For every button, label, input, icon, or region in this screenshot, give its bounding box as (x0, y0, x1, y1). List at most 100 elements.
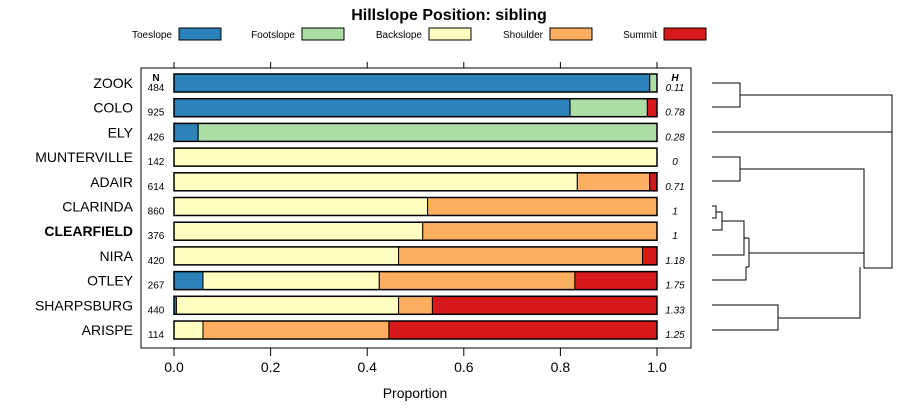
bar-segment-clearfield-shoulder (422, 221, 658, 241)
bar-segment-otley-backslope (202, 271, 380, 291)
n-value-sharpsburg: 440 (148, 305, 165, 316)
bar-outline-munterville (173, 147, 658, 167)
bar-segment-clearfield-backslope (173, 221, 424, 241)
n-value-nira: 420 (148, 256, 165, 267)
dendrogram-branch-9 (740, 168, 865, 253)
dendrogram-branch-6 (712, 266, 749, 281)
bar-outline-nira (173, 246, 658, 266)
h-column-header: H (671, 73, 679, 84)
category-label-colo: COLO (93, 100, 133, 116)
bar-outline-otley (173, 270, 658, 291)
h-value-zook: 0.11 (666, 83, 685, 94)
category-label-sharpsburg: SHARPSBURG (35, 297, 133, 313)
dendrogram-branch-3 (712, 205, 717, 219)
bar-outline-clarinda (173, 196, 658, 217)
legend-swatch-backslope (428, 27, 472, 41)
dendrogram-branch-2 (712, 156, 741, 182)
bar-segment-ely-toeslope (173, 122, 199, 142)
bar-segment-otley-toeslope (173, 271, 204, 291)
x-tick-label-5: 1.0 (647, 359, 667, 375)
bar-segment-sharpsburg-summit (431, 295, 658, 315)
bar-segment-adair-backslope (173, 172, 578, 192)
bar-outline-zook (173, 73, 658, 93)
legend-swatch-shoulder (549, 27, 593, 41)
bar-outline-sharpsburg (173, 295, 658, 316)
category-label-clarinda: CLARINDA (62, 199, 133, 215)
bar-segment-adair-shoulder (576, 172, 651, 192)
chart-title: Hillslope Position: sibling (351, 7, 547, 24)
legend: Toeslope Footslope Backslope Shoulder Summit (132, 27, 707, 41)
dendrogram-branch-12 (712, 304, 779, 331)
bar-outline-ely (173, 122, 658, 143)
legend-label-footslope: Footslope (251, 30, 295, 41)
bar-segment-arispe-shoulder (202, 320, 390, 340)
n-value-adair: 614 (148, 182, 165, 193)
h-value-colo: 0.78 (665, 108, 685, 119)
bar-segment-sharpsburg-shoulder (398, 295, 433, 315)
x-tick-label-1: 0.2 (261, 359, 281, 375)
bar-segment-zook-toeslope (173, 73, 651, 93)
n-value-colo: 925 (148, 108, 165, 119)
h-value-nira: 1.18 (665, 256, 685, 267)
bar-segment-zook-footslope (649, 73, 658, 93)
plot-panel (140, 67, 692, 349)
bar-outline-arispe (173, 320, 658, 340)
h-value-ely: 0.28 (665, 132, 685, 143)
legend-label-summit: Summit (623, 30, 657, 41)
n-value-clearfield: 376 (148, 231, 165, 242)
dendrogram (712, 82, 893, 331)
bar-rows: ZOOK 484 0.11 COLO 925 0.78 ELY 426 0.28 MUNTERVI… (35, 73, 685, 341)
n-value-ely: 426 (148, 132, 165, 143)
h-value-munterville: 0 (672, 157, 678, 168)
bar-segment-otley-shoulder (378, 271, 576, 291)
x-axis: 0.0 0.2 0.4 0.6 0.8 1.0 (164, 62, 667, 375)
bar-segment-sharpsburg-backslope (175, 295, 400, 315)
bar-segment-colo-footslope (569, 98, 648, 118)
category-label-arispe: ARISPE (82, 322, 133, 338)
dendrogram-branch-4 (712, 211, 723, 231)
bar-outline-colo (173, 97, 658, 118)
bar-segment-nira-backslope (173, 246, 400, 266)
dendrogram-branch-13 (778, 267, 861, 319)
bar-segment-clarinda-backslope (173, 197, 429, 216)
bar-outline-clearfield (173, 221, 658, 241)
n-value-zook: 484 (148, 83, 165, 94)
x-tick-label-4: 0.8 (551, 359, 571, 375)
bar-segment-otley-summit (574, 271, 658, 291)
h-value-clearfield: 1 (672, 231, 678, 242)
n-column-header: N (152, 73, 159, 84)
dendrogram-branch-5 (712, 220, 745, 256)
category-label-ely: ELY (108, 124, 134, 140)
bar-segment-ely-footslope (197, 122, 658, 142)
bar-segment-nira-shoulder (398, 246, 644, 266)
bar-segment-arispe-backslope (173, 320, 204, 340)
dendrogram-branch-0 (712, 82, 741, 108)
legend-label-backslope: Backslope (376, 30, 423, 41)
h-value-adair: 0.71 (665, 182, 684, 193)
legend-swatch-summit (663, 27, 707, 41)
bar-segment-nira-summit (642, 246, 658, 266)
bar-segment-adair-summit (649, 172, 658, 192)
category-label-nira: NIRA (100, 248, 134, 264)
legend-label-shoulder: Shoulder (503, 30, 544, 41)
bar-segment-colo-toeslope (173, 98, 571, 118)
h-value-sharpsburg: 1.33 (665, 305, 685, 316)
category-label-zook: ZOOK (93, 75, 133, 91)
h-value-clarinda: 1 (672, 207, 678, 218)
category-label-adair: ADAIR (90, 174, 133, 190)
legend-label-toeslope: Toeslope (132, 30, 172, 41)
category-label-munterville: MUNTERVILLE (35, 149, 133, 165)
category-label-otley: OTLEY (87, 273, 134, 289)
legend-swatch-toeslope (178, 27, 222, 41)
dendrogram-branch-11 (863, 95, 893, 269)
x-tick-label-0: 0.0 (164, 359, 184, 375)
bar-segment-clarinda-shoulder (427, 197, 658, 216)
bar-segment-arispe-summit (388, 320, 658, 340)
h-value-otley: 1.75 (665, 281, 685, 292)
n-value-arispe: 114 (148, 330, 164, 341)
bar-segment-colo-summit (646, 98, 658, 118)
n-value-otley: 267 (148, 281, 165, 292)
bar-segment-munterville-backslope (173, 147, 658, 167)
x-tick-label-3: 0.6 (454, 359, 474, 375)
